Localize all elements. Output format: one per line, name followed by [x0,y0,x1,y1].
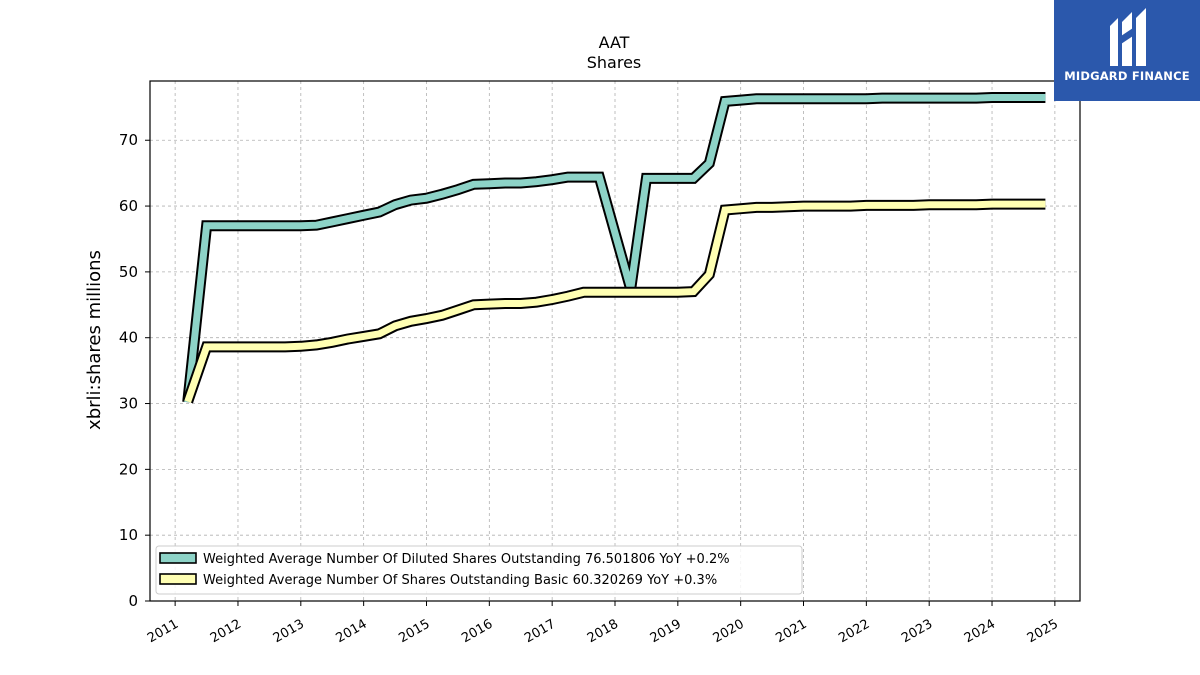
x-tick-label: 2024 [962,617,998,647]
legend-swatch-1 [159,573,197,585]
x-tick-label: 2015 [396,617,432,647]
chart-title: AAT [599,33,630,52]
x-tick-label: 2014 [334,617,370,647]
logo-mark-icon [1110,8,1146,66]
x-tick-label: 2012 [208,617,244,647]
x-tick-label: 2020 [711,617,747,647]
x-tick-label: 2021 [773,617,809,647]
logo-text: MIDGARD FINANCE [1064,69,1190,83]
y-tick-label: 70 [119,131,138,149]
series-layer [182,92,1046,404]
x-tick-label: 2019 [648,617,684,647]
brand-logo: MIDGARD FINANCE [1054,0,1200,101]
y-tick-label: 0 [128,592,138,610]
legend: Weighted Average Number Of Diluted Share… [155,545,803,595]
legend-swatch-0 [159,552,197,564]
x-tick-label: 2023 [899,617,935,647]
y-tick-label: 50 [119,263,138,281]
x-tick-label: 2017 [522,617,558,647]
x-tick-label: 2013 [271,617,307,647]
x-tick-label: 2022 [836,617,872,647]
series-line-1 [184,200,1046,403]
series-line-0 [184,94,1046,403]
y-tick-label: 40 [119,329,138,347]
x-tick-label: 2016 [459,617,495,647]
grid [150,81,1080,602]
chart-subtitle: Shares [587,53,642,72]
y-tick-label: 20 [119,460,138,478]
legend-label-1: Weighted Average Number Of Shares Outsta… [203,573,717,588]
legend-box [155,545,803,595]
x-tick-label: 2018 [585,617,621,647]
y-tick-label: 30 [119,395,138,413]
y-axis-label: xbrli:shares millions [84,250,105,430]
x-tick-label: 2011 [145,617,181,647]
x-tick-label: 2025 [1025,617,1061,647]
legend-label-0: Weighted Average Number Of Diluted Share… [203,552,730,567]
y-tick-label: 60 [119,197,138,215]
y-tick-label: 10 [119,526,138,544]
